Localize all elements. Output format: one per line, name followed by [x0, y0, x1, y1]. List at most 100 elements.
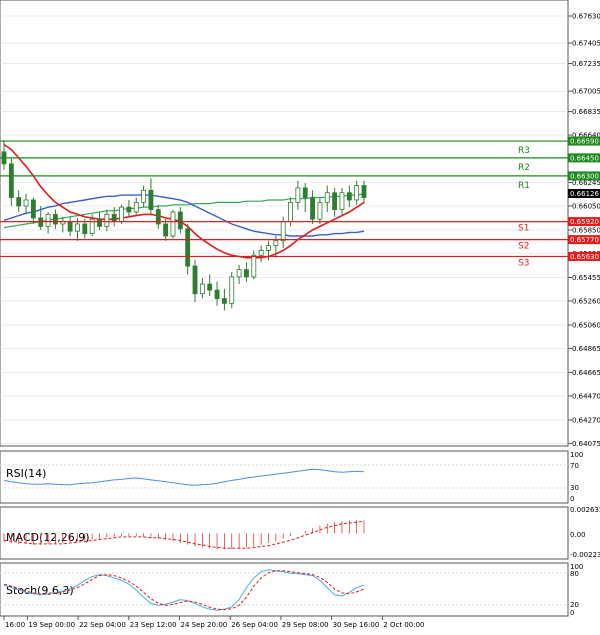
candle-body — [354, 185, 360, 201]
level-label-r1: R1 — [518, 181, 530, 191]
current-price-label: 0.66126 — [570, 190, 599, 198]
candle — [258, 245, 264, 263]
candle — [354, 180, 360, 205]
candle-body — [45, 213, 51, 227]
candle-body — [148, 189, 154, 210]
price-tick-label: 0.64270 — [572, 416, 600, 424]
price-tick-label: 0.65850 — [572, 227, 600, 235]
price-tick-label: 0.67405 — [572, 40, 600, 48]
candle — [23, 193, 29, 215]
candle — [170, 209, 176, 239]
level-price-box-s3 — [568, 251, 600, 261]
candle-body — [288, 201, 293, 222]
level-label-s2: S2 — [518, 242, 529, 252]
candle — [89, 214, 95, 237]
candle — [310, 190, 315, 224]
level-price-r2: 0.66450 — [570, 154, 599, 162]
candle-body — [280, 221, 286, 242]
candle — [82, 219, 88, 239]
level-price-box-s2 — [568, 235, 600, 245]
candle-body — [273, 240, 279, 247]
ma-long-line — [3, 193, 365, 229]
candle — [214, 281, 220, 306]
candle-body — [207, 283, 213, 291]
candle-body — [141, 189, 147, 203]
level-price-r3: 0.66590 — [570, 138, 599, 146]
candle-body — [266, 245, 271, 251]
candle-body — [16, 197, 22, 207]
price-axis: 0.67630 0.67405 0.67235 0.67005 0.66835 0.666… — [568, 13, 600, 448]
candle-body — [155, 209, 161, 225]
candle — [38, 205, 44, 231]
candle-body — [236, 269, 242, 278]
moving-averages — [3, 143, 365, 259]
level-price-box-s1 — [568, 217, 600, 227]
stoch-k-line — [3, 569, 365, 611]
candle-body — [75, 223, 80, 232]
candle — [185, 223, 191, 275]
price-tick-label: 0.64470 — [572, 392, 600, 400]
price-tick-label: 0.65455 — [572, 274, 600, 282]
candle — [30, 197, 36, 224]
stoch-tick-0: 0 — [570, 609, 574, 617]
candle — [332, 187, 338, 217]
ma-fast-line — [3, 143, 365, 259]
candle-body — [361, 185, 367, 198]
candle — [97, 211, 102, 231]
current-price-tag: 0.66126 — [568, 189, 600, 198]
price-tick-label: 0.67235 — [572, 60, 600, 68]
candle — [199, 278, 205, 299]
level-price-box-r3 — [568, 136, 600, 146]
price-tick-label: 0.66640 — [572, 132, 600, 140]
time-tick-label: 24 Sep 20:00 — [181, 621, 228, 629]
stoch-title: Stoch(9,6,3) — [6, 584, 74, 597]
level-price-s1: 0.65920 — [570, 218, 599, 226]
time-tick-label: 19 Sep 00:00 — [28, 621, 75, 629]
candle — [141, 185, 147, 208]
candle-body — [317, 201, 323, 220]
level-label-s3: S3 — [518, 258, 529, 268]
candle — [177, 207, 183, 234]
candle — [302, 183, 308, 212]
candle-body — [258, 250, 264, 256]
stoch-tick-100: 100 — [570, 563, 583, 571]
time-axis: 16:00 19 Sep 00:00 22 Sep 04:00 23 Sep 12:0… — [3, 616, 424, 629]
candle-body — [324, 192, 330, 203]
candle — [339, 187, 345, 215]
candle-body — [346, 192, 352, 201]
candle — [229, 272, 235, 309]
time-tick-label: 29 Sep 08:00 — [282, 621, 329, 629]
candle-body — [185, 228, 191, 267]
price-tick-label: 0.64665 — [572, 369, 600, 377]
price-tick-label: 0.64865 — [572, 345, 600, 353]
price-tick-label: 0.65260 — [572, 297, 600, 305]
candle-body — [221, 298, 227, 304]
candle — [295, 180, 301, 210]
price-tick-label: 0.64075 — [572, 440, 600, 448]
rsi-line — [3, 468, 365, 486]
candle-body — [244, 269, 249, 278]
macd-tick-zero: 0.00 — [570, 531, 586, 539]
macd-signal-line — [3, 520, 365, 549]
time-tick-label: 22 Sep 04:00 — [79, 621, 126, 629]
candle — [45, 211, 51, 234]
rsi-tick-100: 100 — [570, 451, 583, 459]
stoch-tick-20: 20 — [570, 601, 579, 609]
candle-body — [8, 163, 14, 198]
candle-body — [251, 254, 257, 278]
macd-tick-bottom: -0.002236 — [570, 551, 600, 559]
time-tick-label: 16:00 — [5, 621, 25, 629]
candle — [155, 204, 161, 229]
stoch-pane-frame — [0, 562, 569, 617]
time-tick-label: 2 Oct 00:00 — [383, 621, 424, 629]
stoch-tick-80: 80 — [570, 570, 579, 578]
candle-body — [229, 276, 235, 304]
candle — [53, 209, 58, 229]
candle-body — [199, 283, 205, 295]
rsi-title: RSI(14) — [6, 467, 46, 480]
candle — [346, 185, 352, 208]
candle-body — [163, 223, 169, 237]
level-label-s1: S1 — [518, 224, 529, 234]
level-price-box-r1 — [568, 171, 600, 181]
stoch-pane: Stoch(9,6,3) 100 80 20 0 — [0, 562, 583, 617]
